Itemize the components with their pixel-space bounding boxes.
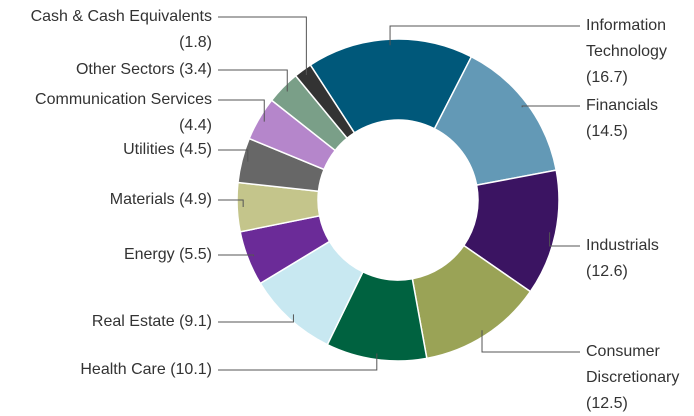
value-label: (4.5) xyxy=(179,141,212,158)
slice-label: Industrials (12.6) xyxy=(586,233,694,285)
leader-line xyxy=(218,99,265,122)
value-label: (3.4) xyxy=(179,61,212,78)
category-name: Consumer Discretionary xyxy=(586,343,680,386)
leader-line xyxy=(218,199,244,207)
value-label: (4.4) xyxy=(179,117,212,134)
leader-line xyxy=(389,25,580,46)
slice-label: Cash & Cash Equivalents (1.8) xyxy=(0,4,212,56)
value-label: (10.1) xyxy=(170,361,212,378)
category-name: Materials xyxy=(109,191,175,208)
leader-line xyxy=(218,353,378,371)
slice-label: Energy (5.5) xyxy=(0,242,212,268)
category-name: Other Sectors xyxy=(75,61,175,78)
value-label: (1.8) xyxy=(179,34,212,51)
slice-label: Other Sectors (3.4) xyxy=(0,57,212,83)
category-name: Communication Services xyxy=(35,91,212,108)
category-name: Industrials xyxy=(586,237,659,254)
category-name: Energy xyxy=(123,246,175,263)
value-label: (4.9) xyxy=(179,191,212,208)
leader-line xyxy=(218,149,249,162)
slice-label: Consumer Discretionary (12.5) xyxy=(586,339,694,416)
category-name: Information Technology xyxy=(586,17,667,60)
leader-line xyxy=(218,314,294,323)
leader-line xyxy=(549,232,580,247)
value-label: (9.1) xyxy=(179,313,212,330)
value-label: (5.5) xyxy=(179,246,212,263)
value-label: (12.5) xyxy=(586,395,628,412)
category-name: Health Care xyxy=(80,361,166,378)
category-name: Financials xyxy=(586,97,659,114)
value-label: (12.6) xyxy=(586,263,628,280)
slice-label: Financials (14.5) xyxy=(586,93,694,145)
leader-line xyxy=(218,16,307,75)
leader-line xyxy=(521,105,580,108)
value-label: (16.7) xyxy=(586,69,628,86)
slice-label: Information Technology (16.7) xyxy=(586,13,694,91)
slice-label: Communication Services (4.4) xyxy=(0,87,212,139)
slice-label: Real Estate (9.1) xyxy=(0,309,212,335)
category-name: Real Estate xyxy=(91,313,175,330)
slice-label: Materials (4.9) xyxy=(0,187,212,213)
value-label: (14.5) xyxy=(586,123,628,140)
leader-line xyxy=(218,254,255,257)
slice-label: Health Care (10.1) xyxy=(0,357,212,383)
leader-line xyxy=(218,69,288,92)
slice-label: Utilities (4.5) xyxy=(0,137,212,163)
donut-slice xyxy=(294,63,356,140)
category-name: Utilities xyxy=(123,141,175,158)
category-name: Cash & Cash Equivalents xyxy=(30,8,212,25)
leader-line xyxy=(481,330,580,353)
